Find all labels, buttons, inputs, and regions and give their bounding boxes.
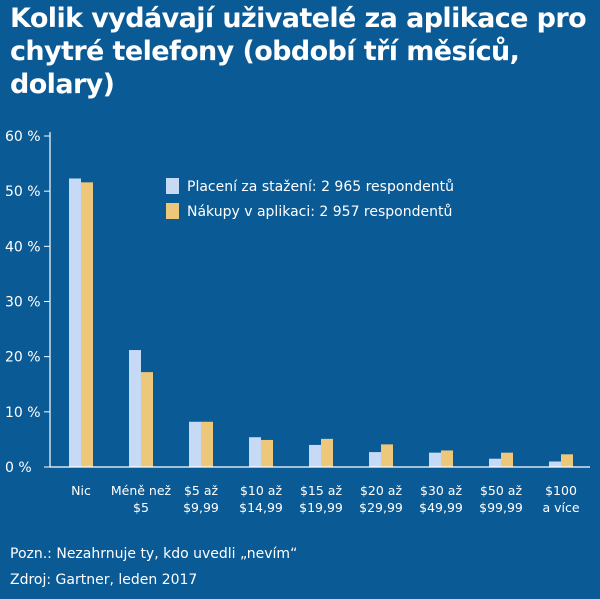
- x-tick-label: $14,99: [239, 500, 283, 515]
- x-tick-label: $10 až: [240, 483, 282, 498]
- bar-download: [249, 437, 261, 467]
- bar-download: [489, 458, 501, 467]
- x-tick-label: $5: [133, 500, 149, 515]
- x-tick-label: $30 až: [420, 483, 462, 498]
- y-tick-label: 20 %: [5, 350, 41, 366]
- bar-chart: 0 % 10 % 20 % 30 % 40 % 50 % 60 % Nic Méně než $5…: [5, 129, 590, 515]
- bar-inapp: [561, 454, 573, 467]
- y-tick-label: 30 %: [5, 295, 41, 311]
- bar-inapp: [201, 421, 213, 467]
- bar-download: [309, 444, 321, 467]
- y-tick-label: 50 %: [5, 184, 41, 200]
- x-tick-label: Nic: [71, 483, 91, 498]
- bar-download: [129, 350, 141, 467]
- bar-download: [429, 452, 441, 467]
- bar-inapp: [381, 444, 393, 467]
- y-tick-label: 10 %: [5, 405, 41, 421]
- legend-label: Nákupy v aplikaci: 2 957 respondentů: [187, 204, 452, 220]
- legend-swatch: [166, 178, 179, 194]
- y-tick-label: 0 %: [5, 460, 32, 476]
- bar-inapp: [501, 452, 513, 467]
- bar-inapp: [261, 439, 273, 467]
- bar-download: [369, 452, 381, 467]
- x-tick-label: $19,99: [299, 500, 343, 515]
- bar-download: [549, 461, 561, 467]
- x-tick-label: $15 až: [300, 483, 342, 498]
- chart-title: Kolik vydávají uživatelé za aplikace pro…: [10, 3, 587, 100]
- y-tick-label: 60 %: [5, 129, 41, 145]
- bar-inapp: [141, 372, 153, 467]
- bar-inapp: [321, 438, 333, 467]
- x-tick-label: $9,99: [183, 500, 219, 515]
- x-tick-label: $20 až: [360, 483, 402, 498]
- legend-label: Placení za stažení: 2 965 respondentů: [187, 179, 454, 195]
- x-tick-label: $49,99: [419, 500, 463, 515]
- chart-source: Zdroj: Gartner, leden 2017: [10, 572, 198, 588]
- x-tick-label: $29,99: [359, 500, 403, 515]
- legend-swatch: [166, 203, 179, 219]
- x-tick-label: $99,99: [479, 500, 523, 515]
- x-tick-label: Méně než: [111, 483, 172, 498]
- bar-download: [189, 421, 201, 467]
- chart-note: Pozn.: Nezahrnuje ty, kdo uvedli „nevím“: [10, 546, 298, 562]
- x-tick-label: $5 až: [184, 483, 219, 498]
- bar-inapp: [81, 182, 93, 467]
- x-tick-label: $50 až: [480, 483, 522, 498]
- y-tick-label: 40 %: [5, 239, 41, 255]
- bar-inapp: [441, 450, 453, 467]
- x-tick-label: a více: [542, 500, 579, 515]
- bar-download: [69, 178, 81, 467]
- x-tick-label: $100: [545, 483, 577, 498]
